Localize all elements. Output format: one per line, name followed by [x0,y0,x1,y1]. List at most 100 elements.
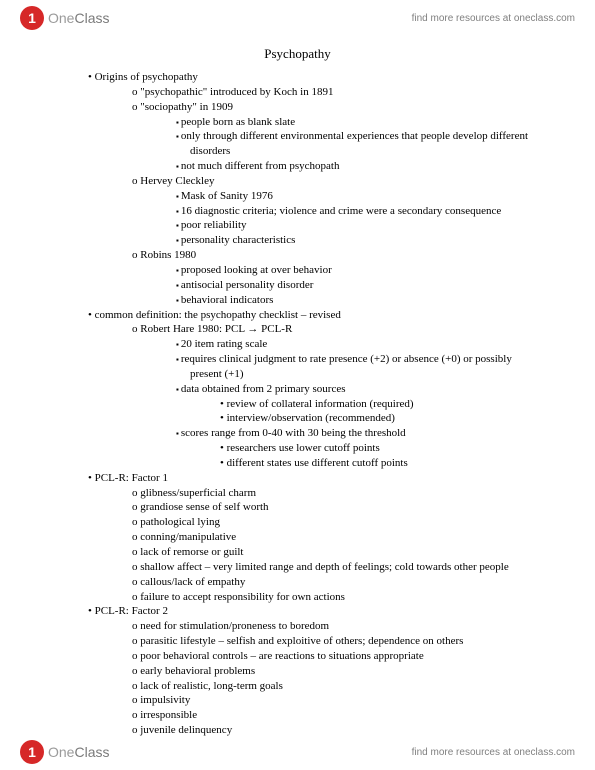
outline-item: Origins of psychopathy "psychopathic" int… [88,70,535,308]
outline-item-text: different states use different cutoff po… [227,457,408,469]
outline-item-text: Origins of psychopathy [95,71,198,83]
logo-icon: 1 [20,740,44,764]
header: 1 OneClass find more resources at onecla… [0,0,595,36]
outline-item-text: parasitic lifestyle – selfish and exploi… [140,635,463,647]
outline-item: 16 diagnostic criteria; violence and cri… [176,204,535,219]
outline-sublist: people born as blank slate only through d… [146,115,535,174]
outline-item-text: PCL-R: Factor 1 [95,472,168,484]
outline-item: lack of realistic, long-term goals [132,679,535,694]
outline-item: Hervey Cleckley Mask of Sanity 197616 dia… [132,174,535,248]
outline-item-text: only through different environmental exp… [181,130,528,157]
outline-item-text: requires clinical judgment to rate prese… [181,353,512,380]
outline-item-text: behavioral indicators [181,294,274,306]
outline-item: grandiose sense of self worth [132,500,535,515]
outline-item: failure to accept responsibility for own… [132,590,535,605]
outline-item-text: review of collateral information (requir… [227,398,414,410]
outline-item: poor behavioral controls – are reactions… [132,649,535,664]
outline-item: conning/manipulative [132,530,535,545]
outline-item: antisocial personality disorder [176,278,535,293]
outline-item-text: 20 item rating scale [181,338,267,350]
header-tagline[interactable]: find more resources at oneclass.com [412,13,575,24]
outline-item: people born as blank slate [176,115,535,130]
outline-item: impulsivity [132,693,535,708]
outline-item: requires clinical judgment to rate prese… [176,352,535,382]
outline-item-text: pathological lying [140,516,220,528]
outline-item-text: "psychopathic" introduced by Koch in 189… [140,86,333,98]
outline-item: Mask of Sanity 1976 [176,189,535,204]
outline-item-text: people born as blank slate [181,116,295,128]
document-content: Psychopathy Origins of psychopathy "psych… [0,36,595,738]
outline-sublist: proposed looking at over behavior antisoc… [146,263,535,308]
outline-item-text: Robins 1980 [140,249,196,261]
outline-item: personality characteristics [176,233,535,248]
outline-item-text: proposed looking at over behavior [181,264,332,276]
outline-sublist: glibness/superficial charm grandiose sens… [102,486,535,605]
outline-item-text: antisocial personality disorder [181,279,314,291]
logo-icon: 1 [20,6,44,30]
outline-sublist: Mask of Sanity 197616 diagnostic criteri… [146,189,535,248]
outline-item-text: common definition: the psychopathy check… [95,309,341,321]
outline-item-text: 16 diagnostic criteria; violence and cri… [181,205,501,217]
outline-item: need for stimulation/proneness to boredo… [132,619,535,634]
outline-item-text: poor reliability [181,219,247,231]
outline-item: "psychopathic" introduced by Koch in 189… [132,85,535,100]
outline-item: Robert Hare 1980: PCL → PCL-R20 item rat… [132,322,535,470]
brand-logo-footer[interactable]: 1 OneClass [20,740,109,764]
outline-item: interview/observation (recommended) [220,411,535,426]
outline-item-text: grandiose sense of self worth [140,501,268,513]
outline-item: only through different environmental exp… [176,129,535,159]
outline-item: pathological lying [132,515,535,530]
document-title: Psychopathy [60,46,535,62]
outline-item-text: poor behavioral controls – are reactions… [140,650,423,662]
outline-item-text: "sociopathy" in 1909 [140,101,233,113]
outline-item-text: not much different from psychopath [181,160,340,172]
outline-sublist: need for stimulation/proneness to boredo… [102,619,535,738]
outline-item: review of collateral information (requir… [220,397,535,412]
outline-item: different states use different cutoff po… [220,456,535,471]
outline-item: 20 item rating scale [176,337,535,352]
outline-item: irresponsible [132,708,535,723]
brand-logo[interactable]: 1 OneClass [20,6,109,30]
outline-item-text: conning/manipulative [140,531,236,543]
outline-item: Robins 1980 proposed looking at over beha… [132,248,535,307]
outline-sublist: "psychopathic" introduced by Koch in 189… [102,85,535,308]
outline-item-text: failure to accept responsibility for own… [140,591,345,603]
logo-text-class: Class [74,744,109,760]
outline-item: not much different from psychopath [176,159,535,174]
logo-text: OneClass [48,744,109,760]
outline-item-text: scores range from 0-40 with 30 being the… [181,427,406,439]
logo-text-one: One [48,10,74,26]
footer: 1 OneClass find more resources at onecla… [0,734,595,770]
outline-item-text: data obtained from 2 primary sources [181,383,346,395]
outline-root: Origins of psychopathy "psychopathic" int… [60,70,535,738]
outline-item: PCL-R: Factor 2 need for stimulation/pron… [88,604,535,738]
outline-item-text: Hervey Cleckley [140,175,214,187]
outline-item: common definition: the psychopathy check… [88,308,535,471]
outline-sublist: review of collateral information (requir… [190,397,535,427]
outline-item: data obtained from 2 primary sources revi… [176,382,535,427]
outline-item-text: callous/lack of empathy [140,576,245,588]
outline-item-text: lack of realistic, long-term goals [140,680,283,692]
logo-text: OneClass [48,10,109,26]
outline-item: glibness/superficial charm [132,486,535,501]
outline-item: proposed looking at over behavior [176,263,535,278]
outline-item-text: irresponsible [140,709,197,721]
outline-item: shallow affect – very limited range and … [132,560,535,575]
outline-item: PCL-R: Factor 1 glibness/superficial char… [88,471,535,605]
outline-item: behavioral indicators [176,293,535,308]
outline-item: scores range from 0-40 with 30 being the… [176,426,535,471]
outline-sublist: researchers use lower cutoff pointsdiffe… [190,441,535,471]
outline-item-text: glibness/superficial charm [140,487,256,499]
outline-item-text: PCL-R: Factor 2 [95,605,168,617]
footer-tagline[interactable]: find more resources at oneclass.com [412,747,575,758]
outline-item: callous/lack of empathy [132,575,535,590]
outline-item-text: lack of remorse or guilt [140,546,243,558]
outline-sublist: 20 item rating scale requires clinical ju… [146,337,535,471]
outline-item-text: impulsivity [140,694,190,706]
outline-item-text: early behavioral problems [140,665,255,677]
outline-item-text: need for stimulation/proneness to boredo… [140,620,329,632]
outline-item: lack of remorse or guilt [132,545,535,560]
outline-item: "sociopathy" in 1909 people born as blank… [132,100,535,174]
logo-text-one: One [48,744,74,760]
logo-text-class: Class [74,10,109,26]
